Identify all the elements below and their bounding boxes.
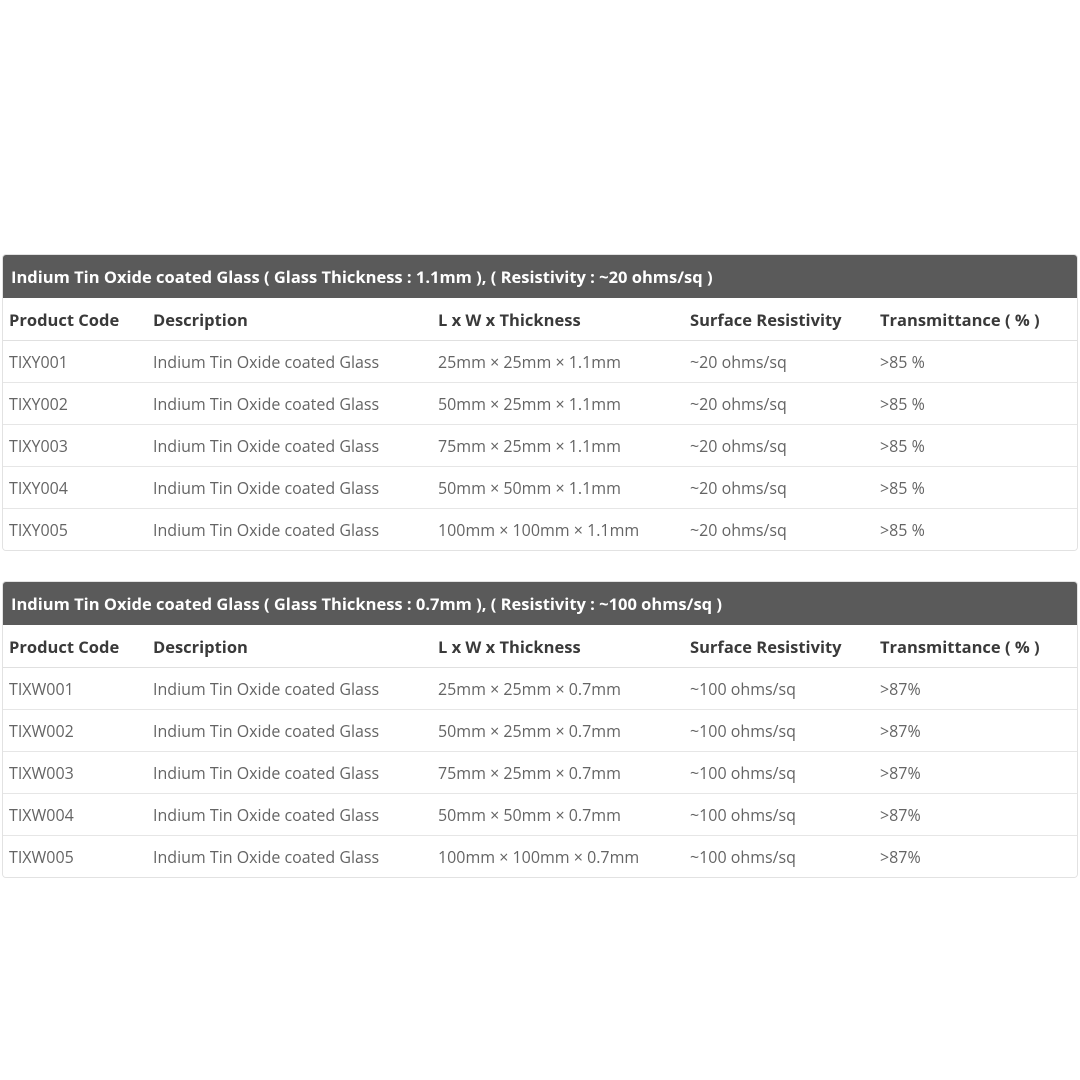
cell-resistivity: ~20 ohms/sq [684, 383, 874, 425]
cell-resistivity: ~100 ohms/sq [684, 668, 874, 710]
cell-resistivity: ~100 ohms/sq [684, 794, 874, 836]
cell-product-code: TIXY002 [3, 383, 147, 425]
cell-transmittance: >87% [874, 794, 1077, 836]
col-description: Description [147, 625, 432, 668]
table-row: TIXW003 Indium Tin Oxide coated Glass 75… [3, 752, 1077, 794]
table-row: TIXW002 Indium Tin Oxide coated Glass 50… [3, 710, 1077, 752]
cell-description: Indium Tin Oxide coated Glass [147, 836, 432, 878]
cell-description: Indium Tin Oxide coated Glass [147, 509, 432, 551]
table-caption: Indium Tin Oxide coated Glass ( Glass Th… [3, 255, 1077, 298]
cell-transmittance: >85 % [874, 341, 1077, 383]
cell-description: Indium Tin Oxide coated Glass [147, 425, 432, 467]
cell-dimensions: 50mm × 50mm × 1.1mm [432, 467, 684, 509]
cell-dimensions: 100mm × 100mm × 1.1mm [432, 509, 684, 551]
table-row: TIXY003 Indium Tin Oxide coated Glass 75… [3, 425, 1077, 467]
product-table-1: Indium Tin Oxide coated Glass ( Glass Th… [2, 254, 1078, 551]
cell-product-code: TIXY004 [3, 467, 147, 509]
cell-product-code: TIXW002 [3, 710, 147, 752]
col-product-code: Product Code [3, 625, 147, 668]
cell-transmittance: >85 % [874, 467, 1077, 509]
cell-dimensions: 75mm × 25mm × 1.1mm [432, 425, 684, 467]
table-header-row: Product Code Description L x W x Thickne… [3, 298, 1077, 341]
data-table: Product Code Description L x W x Thickne… [3, 298, 1077, 550]
cell-transmittance: >87% [874, 836, 1077, 878]
cell-product-code: TIXW004 [3, 794, 147, 836]
cell-description: Indium Tin Oxide coated Glass [147, 467, 432, 509]
cell-transmittance: >87% [874, 668, 1077, 710]
cell-transmittance: >87% [874, 710, 1077, 752]
cell-dimensions: 25mm × 25mm × 0.7mm [432, 668, 684, 710]
cell-dimensions: 50mm × 50mm × 0.7mm [432, 794, 684, 836]
cell-dimensions: 100mm × 100mm × 0.7mm [432, 836, 684, 878]
cell-product-code: TIXW003 [3, 752, 147, 794]
cell-resistivity: ~20 ohms/sq [684, 425, 874, 467]
col-transmittance: Transmittance ( % ) [874, 298, 1077, 341]
cell-description: Indium Tin Oxide coated Glass [147, 341, 432, 383]
cell-description: Indium Tin Oxide coated Glass [147, 752, 432, 794]
cell-dimensions: 25mm × 25mm × 1.1mm [432, 341, 684, 383]
cell-dimensions: 75mm × 25mm × 0.7mm [432, 752, 684, 794]
cell-product-code: TIXY005 [3, 509, 147, 551]
table-row: TIXW004 Indium Tin Oxide coated Glass 50… [3, 794, 1077, 836]
col-dimensions: L x W x Thickness [432, 298, 684, 341]
cell-resistivity: ~20 ohms/sq [684, 467, 874, 509]
cell-description: Indium Tin Oxide coated Glass [147, 383, 432, 425]
cell-resistivity: ~20 ohms/sq [684, 341, 874, 383]
cell-resistivity: ~100 ohms/sq [684, 836, 874, 878]
cell-product-code: TIXY001 [3, 341, 147, 383]
col-description: Description [147, 298, 432, 341]
cell-transmittance: >85 % [874, 425, 1077, 467]
table-row: TIXY001 Indium Tin Oxide coated Glass 25… [3, 341, 1077, 383]
col-resistivity: Surface Resistivity [684, 298, 874, 341]
cell-resistivity: ~100 ohms/sq [684, 710, 874, 752]
product-table-2: Indium Tin Oxide coated Glass ( Glass Th… [2, 581, 1078, 878]
table-caption: Indium Tin Oxide coated Glass ( Glass Th… [3, 582, 1077, 625]
cell-resistivity: ~20 ohms/sq [684, 509, 874, 551]
data-table: Product Code Description L x W x Thickne… [3, 625, 1077, 877]
table-row: TIXY002 Indium Tin Oxide coated Glass 50… [3, 383, 1077, 425]
cell-description: Indium Tin Oxide coated Glass [147, 668, 432, 710]
table-header-row: Product Code Description L x W x Thickne… [3, 625, 1077, 668]
cell-description: Indium Tin Oxide coated Glass [147, 710, 432, 752]
col-transmittance: Transmittance ( % ) [874, 625, 1077, 668]
cell-transmittance: >85 % [874, 509, 1077, 551]
cell-product-code: TIXW005 [3, 836, 147, 878]
cell-resistivity: ~100 ohms/sq [684, 752, 874, 794]
cell-dimensions: 50mm × 25mm × 0.7mm [432, 710, 684, 752]
col-resistivity: Surface Resistivity [684, 625, 874, 668]
cell-product-code: TIXY003 [3, 425, 147, 467]
cell-product-code: TIXW001 [3, 668, 147, 710]
table-row: TIXW001 Indium Tin Oxide coated Glass 25… [3, 668, 1077, 710]
table-row: TIXY005 Indium Tin Oxide coated Glass 10… [3, 509, 1077, 551]
cell-transmittance: >85 % [874, 383, 1077, 425]
table-row: TIXY004 Indium Tin Oxide coated Glass 50… [3, 467, 1077, 509]
cell-transmittance: >87% [874, 752, 1077, 794]
col-product-code: Product Code [3, 298, 147, 341]
col-dimensions: L x W x Thickness [432, 625, 684, 668]
cell-dimensions: 50mm × 25mm × 1.1mm [432, 383, 684, 425]
table-row: TIXW005 Indium Tin Oxide coated Glass 10… [3, 836, 1077, 878]
page-root: Indium Tin Oxide coated Glass ( Glass Th… [0, 0, 1080, 878]
cell-description: Indium Tin Oxide coated Glass [147, 794, 432, 836]
